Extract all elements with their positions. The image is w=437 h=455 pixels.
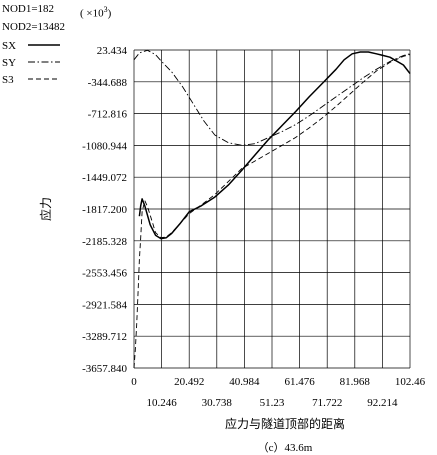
x-tick-label: 81.968: [340, 376, 371, 388]
y-tick-label: -3657.840: [82, 363, 127, 375]
x-tick-label: 0: [131, 376, 137, 388]
y-tick-label: -3289.712: [82, 331, 127, 343]
y-tick-label: -1080.944: [82, 140, 127, 152]
series-line-sx: [138, 51, 411, 240]
y-tick-labels: 23.434 -344.688 -712.816 -1080.944 -1449.072…: [82, 45, 127, 375]
nod2-label: NOD2=13482: [2, 21, 66, 33]
legend-label-s3: S3: [2, 74, 14, 86]
y-tick-label: 23.434: [97, 45, 128, 57]
legend: SX SY S3: [2, 40, 60, 86]
x-tick-labels: 0 20.492 40.984 61.476 81.968 102.46 10.246 30.…: [131, 376, 425, 409]
x-tick-label: 51.23: [260, 397, 285, 409]
y-tick-label: -2553.456: [82, 268, 127, 280]
scale-multiplier-prefix: ( ×10: [80, 7, 104, 20]
x-tick-label: 71.722: [312, 397, 342, 409]
y-tick-label: -712.816: [88, 109, 128, 121]
grid: [133, 49, 411, 369]
figure-caption: （c）43.6m: [258, 441, 313, 454]
x-tick-label: 92.214: [367, 397, 398, 409]
y-tick-label: -1817.200: [82, 204, 127, 216]
nod1-label: NOD1=182: [2, 3, 55, 15]
scale-multiplier: ( ×103): [80, 3, 111, 21]
x-tick-label: 102.46: [395, 376, 426, 388]
x-tick-label: 10.246: [146, 397, 177, 409]
x-tick-label: 20.492: [174, 376, 204, 388]
scale-multiplier-suffix: ): [107, 7, 112, 20]
series-layer: [133, 49, 411, 369]
y-axis-label: 应力: [38, 197, 53, 221]
y-tick-label: -2921.584: [82, 299, 127, 311]
x-tick-label: 61.476: [284, 376, 315, 388]
x-axis-label: 应力与隧道顶部的距离: [225, 416, 345, 431]
legend-label-sx: SX: [2, 40, 16, 52]
series-line-s3: [133, 54, 411, 369]
y-tick-label: -1449.072: [82, 172, 127, 184]
y-tick-label: -344.688: [88, 77, 128, 89]
x-tick-label: 30.738: [202, 397, 233, 409]
x-tick-label: 40.984: [229, 376, 260, 388]
scale-multiplier-exponent: 3: [103, 5, 108, 14]
legend-label-sy: SY: [2, 57, 16, 69]
y-tick-label: -2185.328: [82, 236, 127, 248]
